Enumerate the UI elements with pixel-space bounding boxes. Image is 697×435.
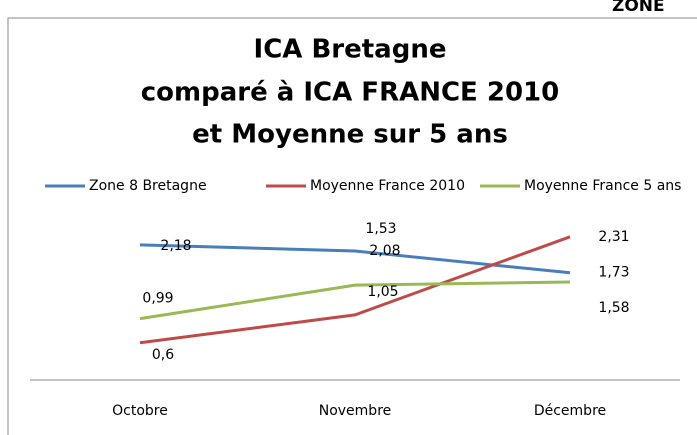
x-tick-label: Décembre	[534, 403, 606, 419]
series-line	[139, 243, 571, 275]
data-label: 2,31	[598, 229, 629, 245]
chart-title: comparé à ICA FRANCE 2010	[141, 78, 559, 108]
chart-title: ICA Bretagne	[254, 35, 447, 65]
data-label: 2,08	[369, 243, 400, 259]
data-label: 2,18	[160, 238, 191, 254]
data-label: 1,58	[598, 300, 629, 316]
chart-title: et Moyenne sur 5 ans	[192, 120, 508, 150]
data-label: 1,53	[365, 221, 396, 237]
legend-label: Moyenne France 5 ans	[524, 178, 681, 194]
series-line	[139, 235, 571, 345]
series-line	[139, 280, 571, 321]
data-label: 0,6	[152, 347, 174, 363]
chart-border	[7, 17, 697, 435]
data-label: 1,73	[598, 265, 629, 281]
data-label: 0,99	[142, 291, 173, 307]
corner-text: ZONE	[612, 0, 665, 16]
legend-label: Zone 8 Bretagne	[89, 178, 207, 194]
legend-label: Moyenne France 2010	[310, 178, 465, 194]
x-tick-label: Novembre	[319, 403, 392, 419]
x-tick-label: Octobre	[112, 403, 168, 419]
data-label: 1,05	[367, 284, 398, 300]
